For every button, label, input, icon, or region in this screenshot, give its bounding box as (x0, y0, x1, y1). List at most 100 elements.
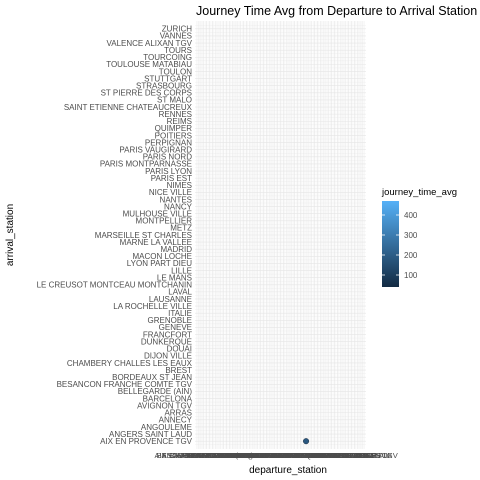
x-tick-label: MARNE LA VALLEE (243, 451, 312, 460)
legend-title: journey_time_avg (381, 187, 457, 198)
y-tick-label: SAINT ETIENNE CHATEAUCREUX (64, 103, 193, 112)
y-tick-label: TOULON (159, 67, 192, 76)
x-tick-label: ST PIERRE DES CORPS (294, 451, 381, 460)
x-axis-title: departure_station (249, 465, 327, 476)
y-tick-label: STRASBOURG (136, 81, 192, 90)
y-tick-label: DOUAI (167, 345, 192, 354)
x-tick-label: LILLE (256, 451, 276, 460)
y-tick-label: REIMS (167, 117, 192, 126)
y-tick-label: LILLE (171, 266, 192, 275)
x-tick-label: MULHOUSE VILLE (256, 451, 322, 460)
y-tick-label: PARIS LYON (145, 167, 192, 176)
x-tick-label: TOURCOING (328, 451, 374, 460)
y-tick-label: ST MALO (157, 96, 192, 105)
x-tick-label: LAUSANNE (234, 451, 275, 460)
x-tick-label: BREST (214, 451, 240, 460)
x-tick-label: ANNECY (191, 451, 223, 460)
grid-major-lines (195, 21, 366, 449)
x-tick-label: DUNKERQUE (214, 451, 263, 460)
x-tick-label: LE CREUSOT MONTCEAU MONTCHANIN (187, 451, 335, 460)
y-tick-label: QUIMPER (155, 124, 193, 133)
x-tick-label: MONTPELLIER (259, 451, 313, 460)
y-tick-label: DIJON VILLE (144, 352, 192, 361)
x-tick-label: ST MALO (318, 451, 351, 460)
y-tick-label: MONTPELLIER (136, 217, 193, 226)
x-tick-label: PARIS EST (284, 451, 323, 460)
y-tick-label: ANNECY (159, 416, 193, 425)
x-tick-label: LYON PART DIEU (238, 451, 300, 460)
x-tick-label: BESANCON FRANCHE COMTE TGV (157, 451, 286, 460)
x-tick-label: ZURICH (349, 451, 378, 460)
x-tick-label: FRANCFORT (217, 451, 264, 460)
x-tick-label: ITALIE (238, 451, 261, 460)
x-tick-label: TOURS (341, 451, 367, 460)
x-tick-label: QUIMPER (305, 451, 341, 460)
x-tick-label: ANGERS SAINT LAUD (162, 451, 241, 460)
x-tick-label: ANGOULEME (180, 451, 229, 460)
y-tick-label: ITALIE (168, 309, 192, 318)
y-tick-label: NIMES (167, 181, 192, 190)
y-tick-label: LE MANS (157, 273, 192, 282)
y-tick-label: METZ (170, 224, 192, 233)
y-tick-label: GENEVE (159, 323, 192, 332)
x-tick-label: DOUAI (223, 451, 247, 460)
y-tick-label: NANTES (160, 195, 192, 204)
y-tick-label: LA ROCHELLE VILLE (113, 302, 192, 311)
x-tick-label: AVIGNON TGV (186, 451, 239, 460)
x-tick-label: ARRAS (196, 451, 222, 460)
legend-ticks: 100 200 300 400 (382, 211, 418, 280)
x-tick-label: PARIS NORD (288, 451, 335, 460)
y-tick-label: VALENCE ALIXAN TGV (106, 39, 192, 48)
x-tick-label: AIX EN PROVENCE TGV (155, 451, 243, 460)
x-tick-label: NANTES (279, 451, 310, 460)
x-tick-label: REIMS (314, 451, 338, 460)
x-tick-label: MADRID (260, 451, 290, 460)
y-tick-label: BARCELONA (143, 394, 193, 403)
y-tick-label: PARIS EST (151, 174, 192, 183)
y-tick-label: LAUSANNE (149, 295, 192, 304)
x-tick-label: DIJON VILLE (209, 451, 255, 460)
y-tick-label: MADRID (160, 245, 192, 254)
legend-tick-label: 200 (404, 251, 418, 260)
x-tick-label: PERPIGNAN (295, 451, 340, 460)
y-tick-label: BESANCON FRANCHE COMTE TGV (57, 380, 193, 389)
y-tick-label: STUTTGART (144, 74, 192, 83)
x-tick-label: METZ (273, 451, 294, 460)
x-tick-label: TOULON (330, 451, 362, 460)
x-tick-label: STUTTGART (320, 451, 366, 460)
x-tick-label: SAINT ETIENNE CHATEAUCREUX (271, 451, 393, 460)
y-tick-label: BREST (165, 366, 192, 375)
x-tick-label: BELLEGARDE (AIN) (183, 451, 254, 460)
y-tick-label: ANGOULEME (141, 423, 192, 432)
y-tick-label: PERPIGNAN (145, 138, 192, 147)
y-tick-label: MULHOUSE VILLE (123, 209, 192, 218)
legend-tick-label: 400 (404, 211, 418, 220)
y-tick-label: GRENOBLE (148, 316, 192, 325)
y-tick-label: AIX EN PROVENCE TGV (100, 437, 193, 446)
y-tick-label: LYON PART DIEU (127, 259, 192, 268)
x-tick-label: RENNES (313, 451, 345, 460)
y-tick-label: MARNE LA VALLEE (120, 238, 192, 247)
colorbar (382, 201, 399, 287)
y-tick-label: PARIS VAUGIRARD (119, 145, 192, 154)
y-tick-label: MACON LOCHE (132, 252, 192, 261)
y-tick-label: MARSEILLE ST CHARLES (95, 231, 192, 240)
data-points (303, 438, 310, 445)
x-tick-label: NANCY (279, 451, 306, 460)
y-tick-label: AVIGNON TGV (137, 401, 192, 410)
x-tick-label: PARIS MONTPARNASSE (265, 451, 352, 460)
x-tick-label: GRENOBLE (225, 451, 267, 460)
legend-tick-label: 100 (404, 271, 418, 280)
y-tick-label: NANCY (164, 202, 193, 211)
y-tick-label: PARIS MONTPARNASSE (100, 160, 192, 169)
y-tick-label: NICE VILLE (149, 188, 192, 197)
y-tick-label: BELLEGARDE (AIN) (118, 387, 193, 396)
x-tick-label: NICE VILLE (277, 451, 318, 460)
x-tick-label: NIMES (288, 451, 312, 460)
x-tick-label: CHAMBERY CHALLES LES EAUX (170, 451, 289, 460)
x-tick-label: VANNES (345, 451, 376, 460)
x-tick-label: BARCELONA (192, 451, 240, 460)
x-tick-label: MARSEILLE ST CHARLES (234, 451, 326, 460)
x-tick-label: VALENCE ALIXAN TGV (317, 451, 399, 460)
